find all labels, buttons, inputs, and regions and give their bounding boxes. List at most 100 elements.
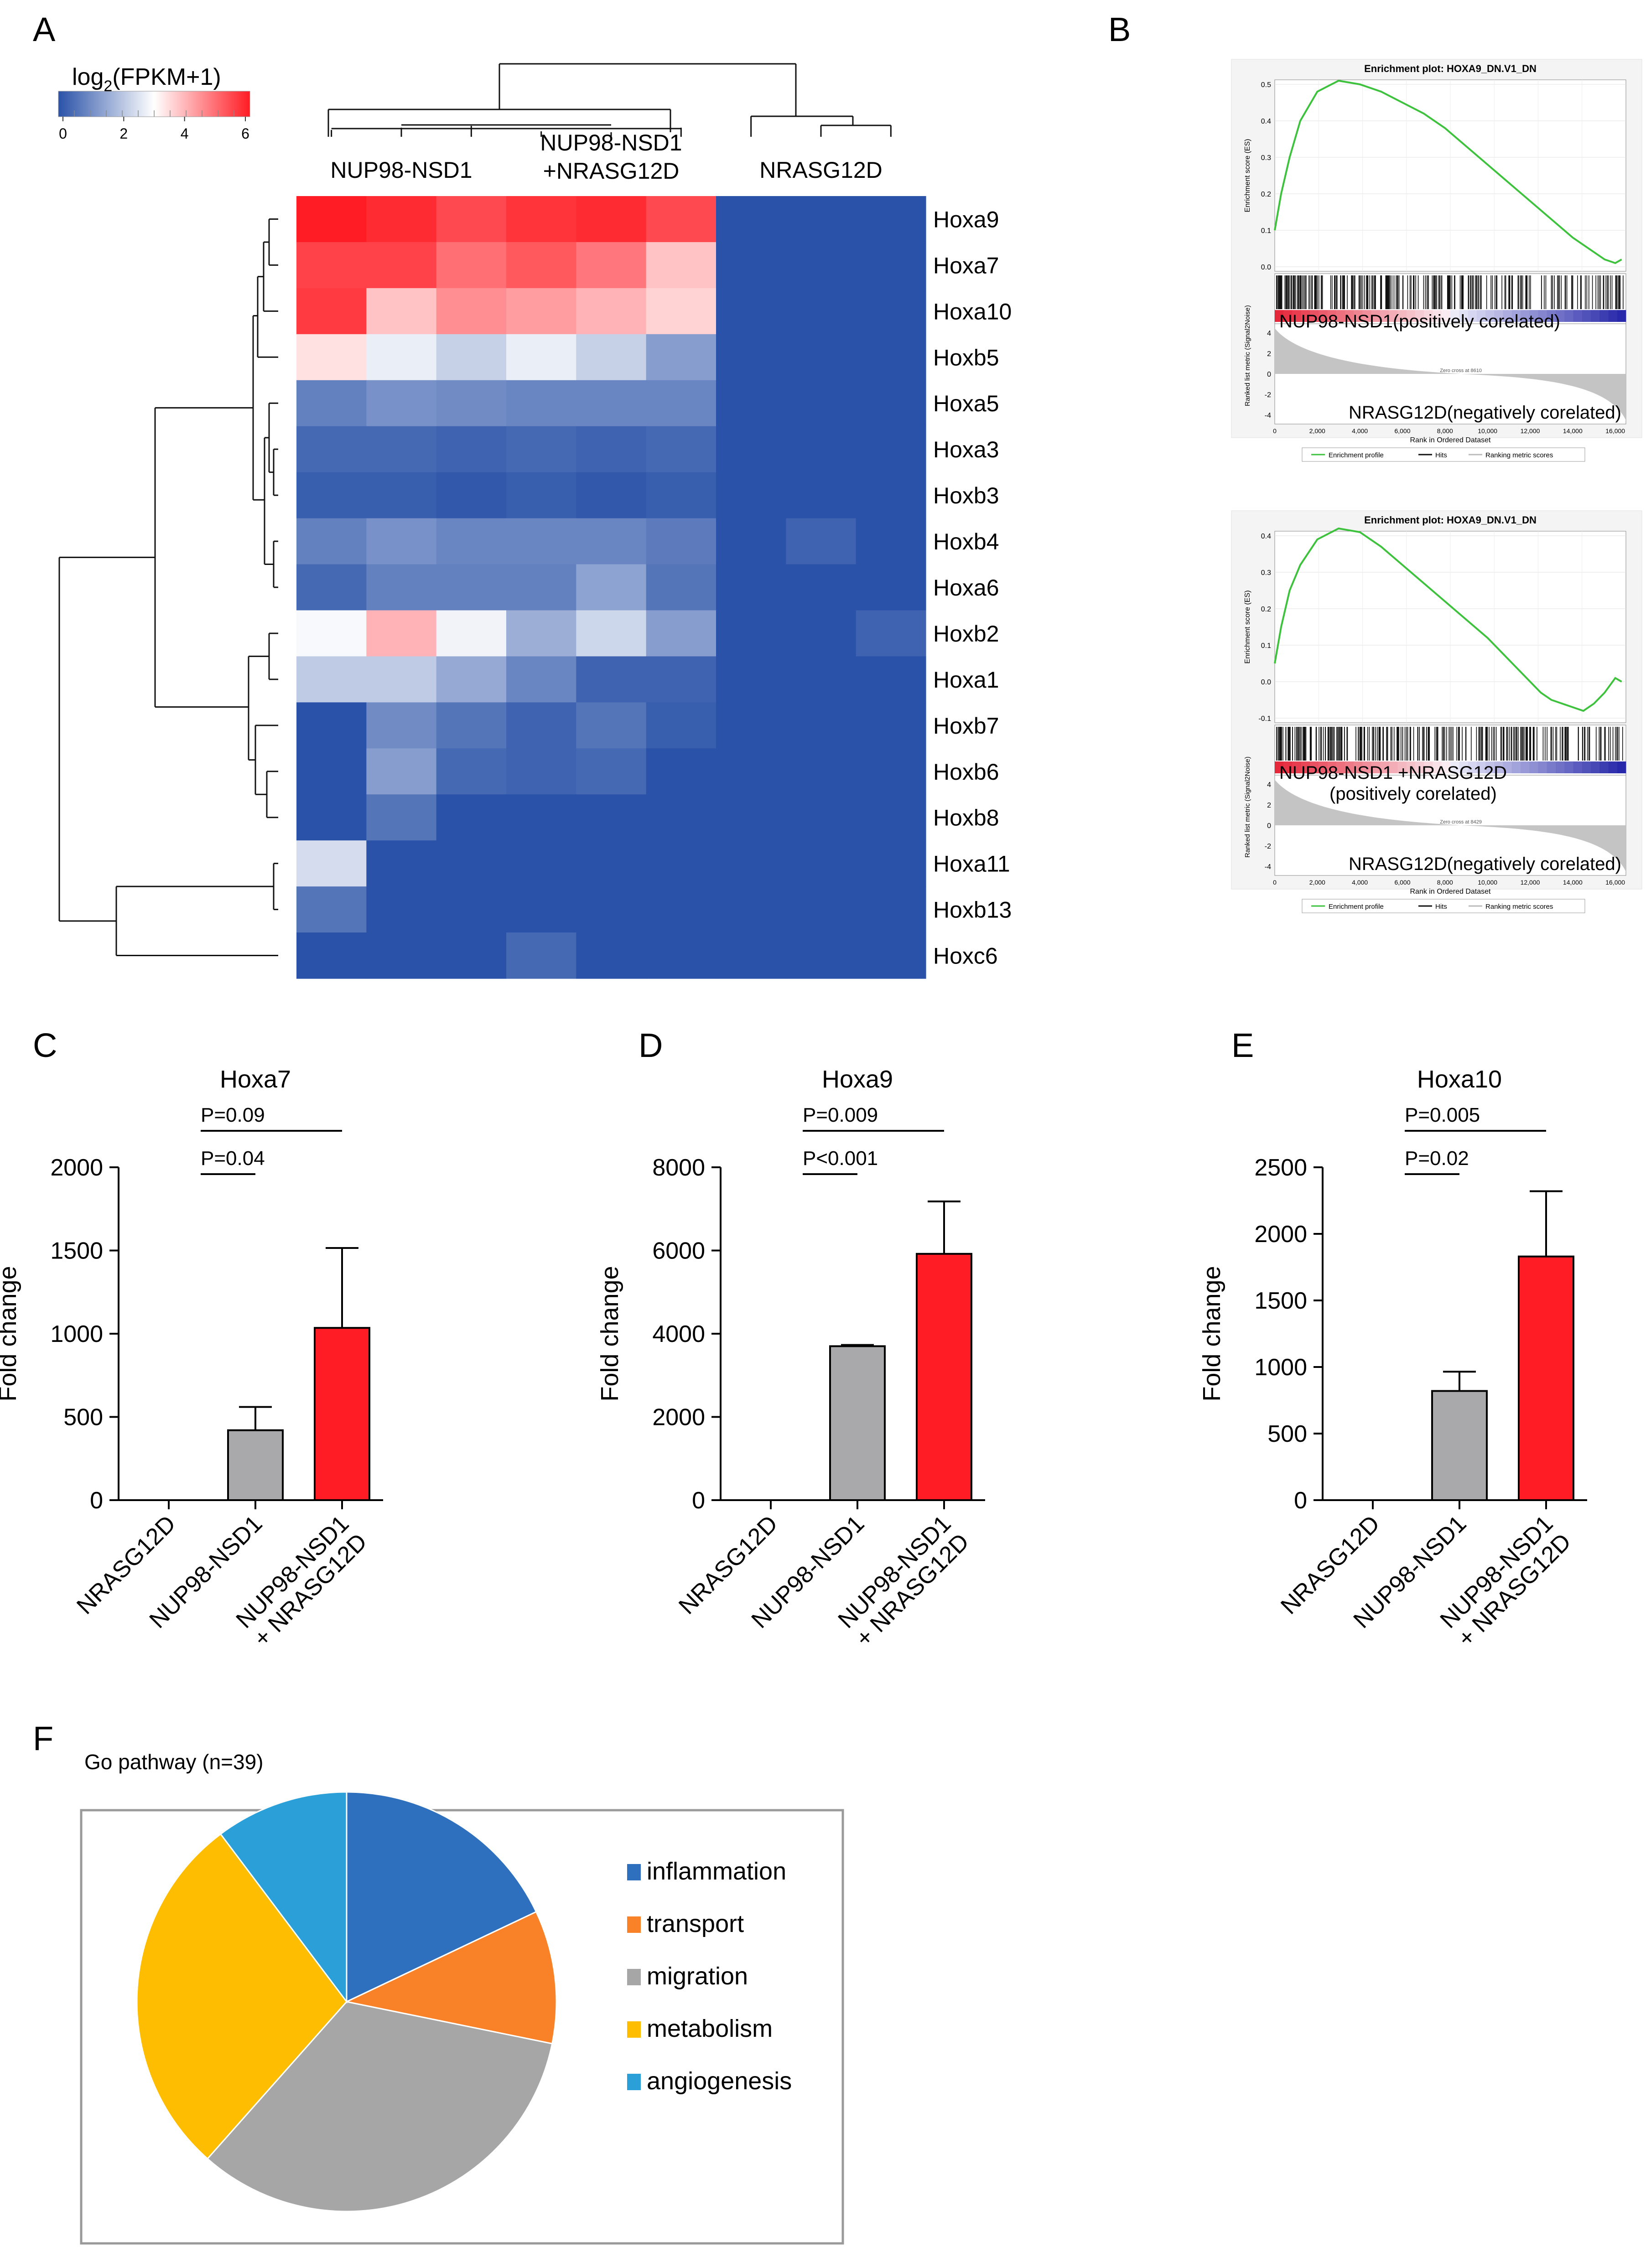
heatmap-cell bbox=[716, 748, 786, 795]
heatmap-cell bbox=[576, 288, 647, 335]
heatmap-cell bbox=[296, 564, 367, 611]
rank-strip-segment bbox=[1327, 310, 1337, 322]
rank-strip-segment bbox=[1591, 310, 1600, 322]
rank-strip-segment bbox=[1397, 310, 1407, 322]
heatmap-cell bbox=[646, 610, 716, 657]
rank-strip-segment bbox=[1450, 761, 1459, 773]
hit-lines bbox=[1276, 275, 1624, 309]
rank-strip-segment bbox=[1415, 310, 1424, 322]
rank-strip-segment bbox=[1476, 761, 1486, 773]
rank-strip-segment bbox=[1327, 761, 1337, 773]
heatmap-cell bbox=[436, 518, 507, 565]
metric-axis-label: Ranked list metric (Signal2Noise) bbox=[1244, 305, 1251, 406]
heatmap-cell bbox=[506, 242, 576, 289]
pie-legend-label: angiogenesis bbox=[647, 2067, 792, 2095]
heatmap-cell bbox=[786, 380, 857, 427]
rank-tick-label: 8,000 bbox=[1437, 879, 1453, 886]
metric-tick-label: 0 bbox=[1267, 371, 1271, 378]
rank-strip-segment bbox=[1354, 761, 1363, 773]
rank-strip-segment bbox=[1608, 761, 1618, 773]
rank-strip-segment bbox=[1582, 310, 1591, 322]
heatmap-cell bbox=[646, 840, 716, 887]
y-tick-label: 2000 bbox=[1254, 1221, 1307, 1248]
heatmap-cell bbox=[506, 932, 576, 979]
heatmap-cell bbox=[856, 656, 926, 703]
heatmap-row-label: Hoxb6 bbox=[933, 759, 999, 785]
heatmap-cell bbox=[576, 840, 647, 887]
color-scale-title: log2(FPKM+1) bbox=[72, 64, 221, 95]
metric-tick-label: 4 bbox=[1267, 330, 1271, 337]
heatmap-cell bbox=[436, 748, 507, 795]
rank-strip-segment bbox=[1424, 761, 1433, 773]
hit-lines bbox=[1276, 727, 1623, 761]
rank-axis-label: Rank in Ordered Dataset bbox=[1410, 436, 1491, 444]
heatmap-cell bbox=[646, 794, 716, 841]
pie-slice bbox=[344, 1911, 557, 2045]
rank-strip-segment bbox=[1362, 761, 1372, 773]
y-tick-label: 0 bbox=[692, 1487, 705, 1514]
es-axis-label: Enrichment score (ES) bbox=[1244, 590, 1251, 664]
y-tick-label: 8000 bbox=[652, 1155, 705, 1181]
heatmap-cell bbox=[716, 288, 786, 335]
gsea-plot-1: Enrichment plot: HOXA9_DN.V1_DN 0.0 0.1 0.2… bbox=[1231, 59, 1642, 462]
rank-tick-label: 10,000 bbox=[1478, 427, 1497, 435]
heatmap-cell bbox=[646, 380, 716, 427]
heatmap-cell bbox=[576, 380, 647, 427]
row-dendrogram bbox=[58, 218, 278, 957]
heatmap-cell bbox=[646, 748, 716, 795]
heatmap-cell bbox=[296, 196, 367, 243]
metric-tick-label: -4 bbox=[1265, 412, 1271, 419]
heatmap-column-group-label: NRASG12D bbox=[759, 157, 883, 183]
heatmap-cell bbox=[786, 472, 857, 519]
heatmap-cell bbox=[646, 932, 716, 979]
heatmap-row-label: Hoxa11 bbox=[933, 851, 1010, 877]
heatmap-cell bbox=[296, 518, 367, 565]
pie-legend-swatch bbox=[627, 2074, 641, 2090]
panel-label-e: E bbox=[1231, 1026, 1254, 1064]
heatmap-cell bbox=[646, 886, 716, 933]
gsea-title: Enrichment plot: HOXA9_DN.V1_DN bbox=[1364, 514, 1537, 526]
rank-strip-segment bbox=[1459, 310, 1468, 322]
heatmap-cell bbox=[366, 334, 437, 381]
es-tick-label: 0.0 bbox=[1261, 678, 1271, 686]
heatmap-cell bbox=[786, 840, 857, 887]
pie-legend-label: inflammation bbox=[647, 1858, 786, 1885]
rank-strip-segment bbox=[1556, 761, 1565, 773]
bar-chart-title: Hoxa7 bbox=[220, 1066, 291, 1093]
heatmap-cell bbox=[576, 748, 647, 795]
bar bbox=[916, 1253, 972, 1502]
heatmap-cell bbox=[296, 242, 367, 289]
heatmap-cell bbox=[856, 794, 926, 841]
rank-strip-segment bbox=[1441, 761, 1451, 773]
heatmap-cell bbox=[786, 610, 857, 657]
bar-chart-title: Hoxa10 bbox=[1417, 1066, 1502, 1093]
heatmap-cell bbox=[296, 610, 367, 657]
bar bbox=[1518, 1255, 1574, 1501]
heatmap-cell bbox=[296, 932, 367, 979]
heatmap-cell bbox=[786, 564, 857, 611]
metric-tick-label: -4 bbox=[1265, 863, 1271, 871]
heatmap-cell bbox=[366, 840, 437, 887]
panel-label-c: C bbox=[33, 1026, 57, 1064]
heatmap-cell bbox=[506, 886, 576, 933]
heatmap-cell bbox=[716, 334, 786, 381]
heatmap-cell bbox=[576, 794, 647, 841]
rank-strip-segment bbox=[1617, 310, 1626, 322]
rank-tick-label: 8,000 bbox=[1437, 427, 1453, 435]
heatmap-row-label: Hoxa1 bbox=[933, 667, 999, 693]
rank-tick-label: 0 bbox=[1273, 427, 1277, 435]
legend-label-profile: Enrichment profile bbox=[1329, 451, 1384, 459]
rank-strip-segment bbox=[1362, 310, 1372, 322]
heatmap-cell bbox=[296, 886, 367, 933]
heatmap-cell bbox=[786, 196, 857, 243]
rank-tick-label: 12,000 bbox=[1521, 427, 1540, 435]
es-tick-label: 0.2 bbox=[1261, 606, 1271, 613]
rank-strip-segment bbox=[1345, 761, 1354, 773]
rank-strip-segment bbox=[1397, 761, 1407, 773]
heatmap-cell bbox=[506, 472, 576, 519]
rank-strip-segment bbox=[1538, 310, 1547, 322]
rank-strip-segment bbox=[1617, 761, 1626, 773]
heatmap-cell bbox=[296, 380, 367, 427]
heatmap-cell bbox=[646, 472, 716, 519]
heatmap-cell bbox=[366, 564, 437, 611]
